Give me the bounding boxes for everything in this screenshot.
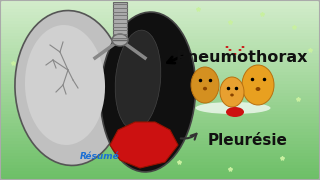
Bar <box>0 72 320 75</box>
Bar <box>0 111 320 114</box>
Bar <box>0 9 320 12</box>
Ellipse shape <box>112 34 128 46</box>
Ellipse shape <box>191 67 219 103</box>
Bar <box>0 21 320 24</box>
Bar <box>0 165 320 168</box>
Bar <box>0 156 320 159</box>
Bar <box>0 51 320 54</box>
Bar <box>0 66 320 69</box>
Text: Résumé: Résumé <box>79 152 119 161</box>
Ellipse shape <box>25 25 105 145</box>
Ellipse shape <box>220 77 244 107</box>
Bar <box>0 150 320 153</box>
Bar <box>0 120 320 123</box>
Bar <box>0 162 320 165</box>
Bar <box>0 123 320 126</box>
Bar <box>0 126 320 129</box>
Bar <box>0 36 320 39</box>
Bar <box>113 2 127 40</box>
Bar <box>0 54 320 57</box>
Bar <box>0 171 320 174</box>
Bar <box>0 90 320 93</box>
Bar <box>0 105 320 108</box>
Bar <box>0 12 320 15</box>
Polygon shape <box>110 122 178 168</box>
Bar <box>0 129 320 132</box>
Bar <box>0 69 320 72</box>
Ellipse shape <box>15 11 125 165</box>
Ellipse shape <box>100 12 196 172</box>
Bar <box>0 0 320 3</box>
Bar <box>0 45 320 48</box>
Bar <box>0 114 320 117</box>
Bar <box>0 99 320 102</box>
Bar <box>0 159 320 162</box>
Bar <box>0 153 320 156</box>
Bar <box>0 60 320 63</box>
Ellipse shape <box>226 46 228 48</box>
Bar <box>0 30 320 33</box>
Bar <box>0 6 320 9</box>
Bar <box>0 39 320 42</box>
Bar <box>0 81 320 84</box>
Text: Pneumothorax: Pneumothorax <box>175 50 308 65</box>
Bar <box>0 27 320 30</box>
Ellipse shape <box>228 49 231 51</box>
Bar <box>0 177 320 180</box>
Ellipse shape <box>203 87 207 90</box>
Bar <box>0 84 320 87</box>
Ellipse shape <box>196 102 270 114</box>
Bar <box>0 144 320 147</box>
Bar <box>0 93 320 96</box>
Bar <box>0 48 320 51</box>
Bar <box>0 174 320 177</box>
Ellipse shape <box>234 53 236 55</box>
Bar <box>0 42 320 45</box>
Bar <box>0 75 320 78</box>
Bar <box>0 3 320 6</box>
Ellipse shape <box>242 65 274 105</box>
Ellipse shape <box>230 93 234 96</box>
Ellipse shape <box>238 49 242 51</box>
Bar <box>0 102 320 105</box>
Bar <box>0 132 320 135</box>
Bar <box>0 63 320 66</box>
Bar <box>0 15 320 18</box>
Ellipse shape <box>242 46 244 48</box>
Bar <box>0 57 320 60</box>
Bar <box>0 96 320 99</box>
Bar <box>0 135 320 138</box>
Ellipse shape <box>115 30 161 130</box>
Bar <box>0 138 320 141</box>
Bar <box>0 147 320 150</box>
Bar <box>0 33 320 36</box>
Bar <box>0 108 320 111</box>
Bar <box>0 141 320 144</box>
Bar <box>0 78 320 81</box>
Bar <box>0 24 320 27</box>
Ellipse shape <box>256 87 260 91</box>
Bar <box>0 168 320 171</box>
Text: Pleurésie: Pleurésie <box>208 133 288 148</box>
Bar <box>0 117 320 120</box>
Bar <box>0 87 320 90</box>
Ellipse shape <box>226 107 244 117</box>
Bar <box>0 18 320 21</box>
